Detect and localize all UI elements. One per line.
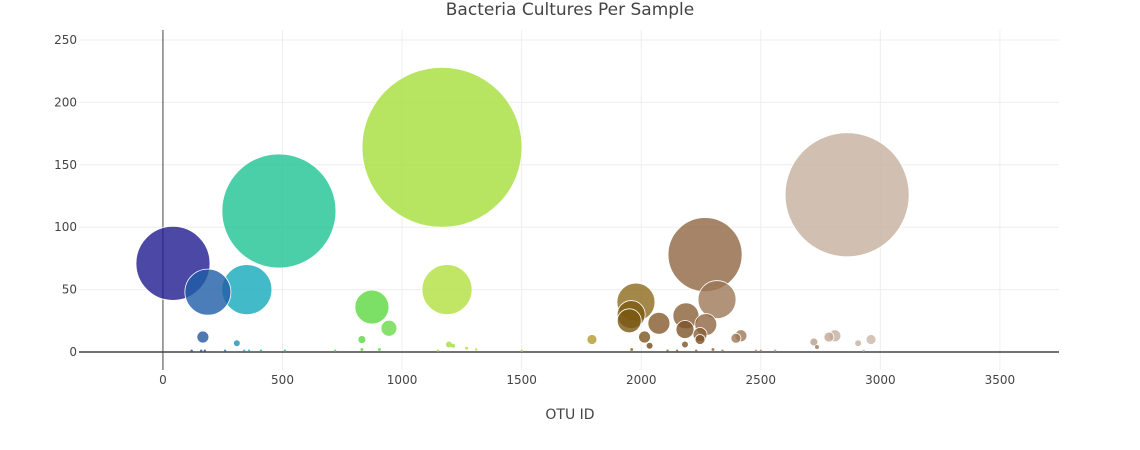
bubble-marker[interactable] [200, 349, 203, 352]
bubble-marker[interactable] [361, 66, 523, 228]
y-tick-label: 50 [62, 283, 77, 297]
bubble-marker[interactable] [711, 348, 715, 352]
bubble-marker[interactable] [730, 332, 742, 344]
x-tick-label: 3000 [865, 373, 896, 387]
bubble-marker[interactable] [646, 342, 653, 349]
bubble-marker[interactable] [283, 349, 287, 352]
y-tick-label: 250 [54, 33, 77, 47]
bubble-marker[interactable] [221, 153, 337, 269]
x-tick-label: 0 [159, 373, 167, 387]
bubble-marker[interactable] [243, 349, 246, 352]
bubble-marker[interactable] [586, 334, 598, 345]
bubble-marker[interactable] [203, 349, 206, 352]
bubble-marker[interactable] [360, 348, 364, 352]
bubble-marker[interactable] [695, 349, 698, 352]
y-tick-label: 100 [54, 220, 77, 234]
bubble-marker[interactable] [184, 268, 232, 316]
bubble-marker[interactable] [667, 217, 743, 293]
y-tick-label: 200 [54, 95, 77, 109]
x-tick-label: 500 [271, 373, 294, 387]
bubble-marker[interactable] [759, 349, 762, 352]
bubble-marker[interactable] [616, 308, 642, 334]
bubble-marker[interactable] [421, 264, 473, 315]
axes [79, 30, 1059, 370]
x-axis-title: OTU ID [545, 407, 595, 423]
bubble-marker[interactable] [380, 319, 398, 337]
bubble-series[interactable] [135, 66, 910, 352]
y-tick-label: 0 [69, 345, 77, 359]
x-tick-label: 1000 [387, 373, 418, 387]
bubble-marker[interactable] [823, 331, 835, 343]
bubble-marker[interactable] [354, 289, 390, 325]
bubble-marker[interactable] [638, 330, 651, 344]
bubble-marker[interactable] [721, 349, 724, 352]
bubble-marker[interactable] [223, 349, 227, 352]
y-tick-label: 150 [54, 158, 77, 172]
bubble-marker[interactable] [862, 349, 865, 352]
bubble-marker[interactable] [333, 349, 337, 352]
chart-title: Bacteria Cultures Per Sample [445, 0, 695, 20]
bubble-marker[interactable] [520, 349, 523, 352]
bubble-marker[interactable] [814, 345, 819, 350]
x-tick-label: 2000 [626, 373, 657, 387]
bubble-marker[interactable] [865, 334, 877, 345]
bubble-marker[interactable] [694, 334, 706, 345]
bubble-marker[interactable] [465, 346, 469, 350]
bubble-marker[interactable] [697, 280, 737, 319]
bubble-marker[interactable] [445, 341, 452, 348]
bubble-marker[interactable] [436, 349, 440, 352]
x-tick-label: 1500 [506, 373, 537, 387]
bubble-marker[interactable] [377, 348, 381, 352]
bubble-marker[interactable] [754, 349, 758, 352]
bubble-marker[interactable] [247, 349, 251, 352]
bubble-marker[interactable] [630, 348, 634, 352]
bubble-marker[interactable] [784, 132, 910, 258]
bubble-marker[interactable] [196, 330, 210, 344]
bubble-marker[interactable] [357, 335, 367, 344]
bubble-marker[interactable] [675, 349, 679, 352]
tick-labels: 0 500 1000 1500 2000 2500 3000 3500 0 50 100 150 200… [54, 33, 1015, 387]
bubble-marker[interactable] [809, 337, 819, 347]
bubble-marker[interactable] [259, 349, 263, 352]
x-tick-label: 3500 [985, 373, 1016, 387]
x-tick-label: 2500 [746, 373, 777, 387]
bubble-marker[interactable] [666, 349, 669, 352]
bubble-marker[interactable] [451, 343, 456, 348]
bubble-marker[interactable] [675, 320, 695, 339]
bubble-marker[interactable] [773, 349, 777, 352]
bubble-marker[interactable] [647, 311, 671, 335]
bubble-marker[interactable] [855, 340, 862, 347]
bubble-marker[interactable] [190, 349, 193, 352]
bubble-marker[interactable] [475, 348, 478, 351]
bubble-marker[interactable] [233, 340, 240, 347]
bubble-marker[interactable] [681, 341, 688, 348]
